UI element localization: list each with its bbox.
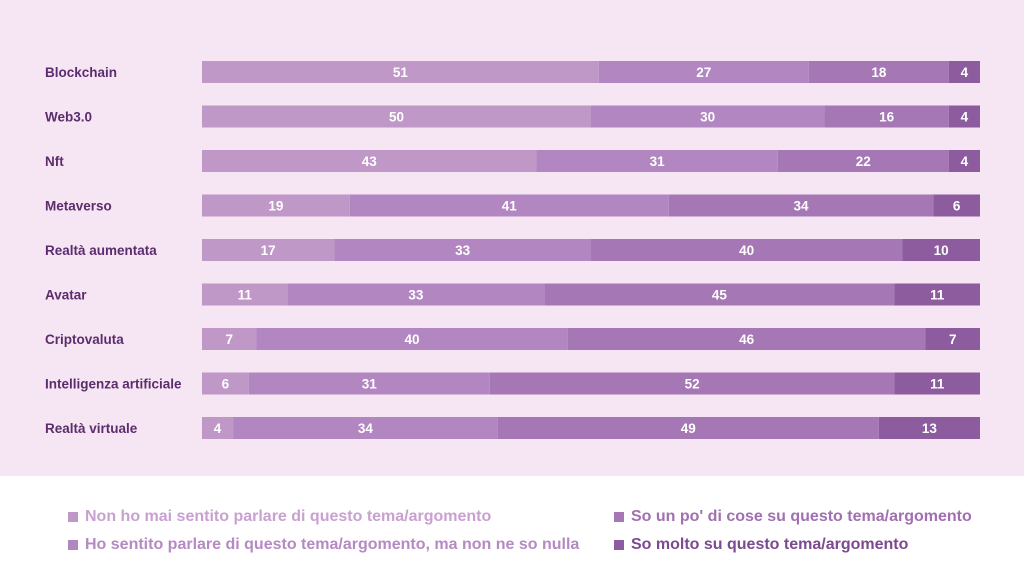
- legend-item-heard-know-nothing: Ho sentito parlare di questo tema/argome…: [68, 536, 579, 554]
- bar-segment-metaverso-s4: [933, 194, 980, 217]
- bar-segment-criptovaluta-s1: [202, 328, 257, 350]
- data-label-metaverso-s2: 41: [502, 199, 518, 214]
- data-label-realta-aumentata-s3: 40: [739, 243, 754, 258]
- data-label-intelligenza-artificiale-s3: 52: [685, 377, 700, 392]
- bar-segment-intelligenza-artificiale-s1: [202, 372, 249, 395]
- bar-segment-realta-aumentata-s1: [202, 239, 335, 261]
- category-label-web3-0: Web3.0: [45, 110, 92, 125]
- data-label-web3-0-s1: 50: [389, 110, 404, 125]
- bar-segment-nft-s2: [536, 150, 778, 172]
- bar-segment-nft-s1: [202, 150, 537, 172]
- data-label-blockchain-s3: 18: [871, 65, 887, 80]
- category-label-nft: Nft: [45, 154, 64, 169]
- bar-segment-realta-virtuale-s1: [202, 417, 234, 439]
- data-label-criptovaluta-s4: 7: [949, 332, 957, 347]
- data-label-metaverso-s1: 19: [268, 199, 283, 214]
- data-label-avatar-s2: 33: [408, 288, 424, 303]
- legend: Non ho mai sentito parlare di questo tem…: [0, 476, 1024, 585]
- legend-label-heard-know-nothing: Ho sentito parlare di questo tema/argome…: [85, 536, 580, 553]
- data-label-criptovaluta-s1: 7: [225, 332, 233, 347]
- data-label-avatar-s4: 11: [930, 288, 945, 303]
- data-label-web3-0-s4: 4: [961, 110, 969, 125]
- bar-segment-metaverso-s2: [349, 194, 669, 217]
- legend-swatch-heard-know-nothing: [68, 540, 78, 550]
- category-label-realta-aumentata: Realtà aumentata: [45, 243, 157, 258]
- data-label-metaverso-s3: 34: [794, 199, 810, 214]
- data-label-intelligenza-artificiale-s2: 31: [362, 377, 378, 392]
- data-label-intelligenza-artificiale-s1: 6: [222, 377, 230, 392]
- stacked-bar-chart: Blockchain 51 27 18 4 Web3.0 50 30 16 4 Nft 43 31 22 4…: [45, 61, 980, 439]
- bar-segment-web3-0-s2: [591, 105, 825, 128]
- data-label-nft-s1: 43: [362, 154, 378, 169]
- category-label-metaverso: Metaverso: [45, 199, 112, 214]
- bar-segment-intelligenza-artificiale-s2: [248, 372, 490, 395]
- bar-segment-criptovaluta-s3: [567, 328, 926, 350]
- data-label-web3-0-s2: 30: [700, 110, 715, 125]
- data-label-avatar-s1: 11: [238, 288, 253, 303]
- data-label-web3-0-s3: 16: [879, 110, 895, 125]
- bar-segment-blockchain-s2: [598, 61, 809, 83]
- legend-label-know-a-lot: So molto su questo tema/argomento: [631, 536, 909, 553]
- bar-segment-avatar-s1: [202, 283, 288, 306]
- data-label-nft-s4: 4: [961, 154, 969, 169]
- data-label-intelligenza-artificiale-s4: 11: [930, 377, 945, 392]
- category-label-realta-virtuale: Realtà virtuale: [45, 421, 138, 436]
- legend-item-know-a-little: So un po' di cose su questo tema/argomen…: [614, 508, 972, 526]
- legend-swatch-never-heard: [68, 512, 78, 522]
- bar-segment-avatar-s3: [544, 283, 895, 306]
- bar-segment-blockchain-s3: [808, 61, 949, 83]
- data-label-avatar-s3: 45: [712, 288, 728, 303]
- bar-segment-blockchain-s4: [948, 61, 980, 83]
- bar-segment-nft-s4: [948, 150, 980, 172]
- bar-segment-web3-0-s3: [824, 105, 949, 128]
- category-label-avatar: Avatar: [45, 288, 87, 303]
- data-label-realta-aumentata-s4: 10: [934, 243, 949, 258]
- data-label-realta-aumentata-s1: 17: [261, 243, 276, 258]
- data-label-realta-virtuale-s3: 49: [681, 421, 696, 436]
- bar-segment-realta-aumentata-s2: [334, 239, 591, 261]
- data-label-nft-s2: 31: [650, 154, 666, 169]
- bar-segment-blockchain-s1: [202, 61, 599, 83]
- category-label-intelligenza-artificiale: Intelligenza artificiale: [45, 377, 182, 392]
- data-label-nft-s3: 22: [856, 154, 871, 169]
- data-label-blockchain-s4: 4: [961, 65, 969, 80]
- bar-segment-realta-virtuale-s2: [233, 417, 498, 439]
- data-label-blockchain-s2: 27: [696, 65, 711, 80]
- bar-segment-avatar-s2: [287, 283, 545, 306]
- legend-item-never-heard: Non ho mai sentito parlare di questo tem…: [68, 508, 491, 526]
- bar-segment-criptovaluta-s4: [925, 328, 980, 350]
- data-label-realta-virtuale-s1: 4: [214, 421, 222, 436]
- data-label-realta-virtuale-s2: 34: [358, 421, 374, 436]
- data-label-criptovaluta-s2: 40: [405, 332, 420, 347]
- bar-segment-criptovaluta-s2: [256, 328, 568, 350]
- legend-swatch-know-a-little: [614, 512, 624, 522]
- legend-swatch-know-a-lot: [614, 540, 624, 550]
- bar-segment-web3-0-s4: [948, 105, 980, 128]
- legend-label-never-heard: Non ho mai sentito parlare di questo tem…: [85, 508, 492, 525]
- data-label-criptovaluta-s3: 46: [739, 332, 755, 347]
- bar-segment-intelligenza-artificiale-s4: [894, 372, 980, 395]
- bar-segment-realta-virtuale-s4: [878, 417, 980, 439]
- data-label-metaverso-s4: 6: [953, 199, 961, 214]
- bar-segment-realta-aumentata-s4: [902, 239, 980, 261]
- data-label-realta-aumentata-s2: 33: [455, 243, 471, 258]
- category-label-blockchain: Blockchain: [45, 65, 117, 80]
- legend-item-know-a-lot: So molto su questo tema/argomento: [614, 536, 908, 554]
- bar-segment-realta-aumentata-s3: [591, 239, 903, 261]
- bar-segment-metaverso-s1: [202, 194, 350, 217]
- data-label-blockchain-s1: 51: [393, 65, 409, 80]
- bar-segment-realta-virtuale-s3: [497, 417, 879, 439]
- bar-segment-intelligenza-artificiale-s3: [489, 372, 895, 395]
- category-label-criptovaluta: Criptovaluta: [45, 332, 124, 347]
- bar-segment-nft-s3: [777, 150, 949, 172]
- data-label-realta-virtuale-s4: 13: [922, 421, 938, 436]
- legend-label-know-a-little: So un po' di cose su questo tema/argomen…: [631, 508, 972, 525]
- chart-panel: Blockchain 51 27 18 4 Web3.0 50 30 16 4 Nft 43 31 22 4…: [0, 0, 1024, 476]
- bar-segment-web3-0-s1: [202, 105, 591, 128]
- bar-segment-metaverso-s3: [668, 194, 934, 217]
- bar-segment-avatar-s4: [894, 283, 980, 306]
